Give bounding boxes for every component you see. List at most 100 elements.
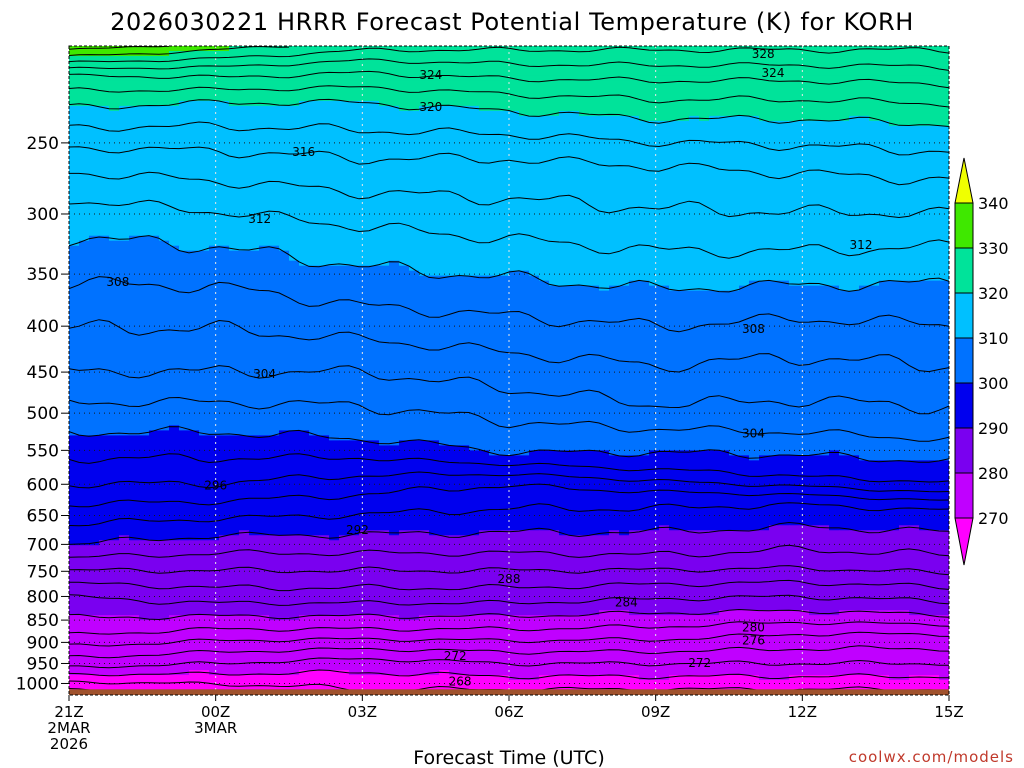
theta-cell: [319, 50, 330, 57]
theta-cell: [589, 240, 600, 247]
theta-cell: [259, 240, 270, 247]
theta-cell: [569, 140, 580, 147]
theta-cell: [449, 140, 460, 147]
theta-cell: [309, 325, 320, 332]
theta-cell: [819, 70, 830, 77]
theta-cell: [669, 70, 680, 77]
theta-cell: [929, 180, 940, 187]
theta-cell: [469, 110, 480, 117]
theta-cell: [189, 105, 200, 112]
theta-cell: [839, 65, 850, 72]
theta-cell: [129, 60, 140, 67]
theta-cell: [89, 175, 100, 182]
theta-cell: [349, 325, 360, 332]
theta-cell: [359, 105, 370, 112]
theta-cell: [219, 100, 230, 107]
theta-cell: [889, 280, 900, 287]
theta-cell: [649, 290, 660, 297]
theta-cell: [279, 280, 290, 287]
theta-cell: [459, 65, 470, 72]
theta-cell: [189, 170, 200, 177]
theta-cell: [509, 300, 520, 307]
theta-cell: [889, 140, 900, 147]
theta-cell: [529, 195, 540, 202]
theta-cell: [109, 155, 120, 162]
theta-cell: [739, 230, 750, 237]
theta-cell: [529, 135, 540, 142]
theta-cell: [179, 195, 190, 202]
theta-cell: [879, 150, 890, 157]
theta-cell: [69, 230, 80, 237]
theta-cell: [639, 85, 650, 92]
theta-cell: [199, 220, 210, 227]
theta-cell: [939, 120, 949, 127]
theta-cell: [429, 295, 440, 302]
theta-cell: [549, 250, 560, 257]
theta-cell: [399, 65, 410, 72]
theta-cell: [909, 46, 920, 52]
theta-cell: [729, 195, 740, 202]
theta-cell: [899, 55, 910, 62]
theta-cell: [289, 265, 300, 272]
theta-cell: [179, 110, 190, 117]
theta-cell: [569, 95, 580, 102]
theta-cell: [469, 70, 480, 77]
theta-cell: [99, 255, 110, 262]
theta-cell: [579, 185, 590, 192]
theta-cell: [579, 140, 590, 147]
theta-cell: [939, 290, 949, 297]
theta-cell: [469, 95, 480, 102]
theta-cell: [249, 205, 260, 212]
theta-cell: [659, 285, 670, 292]
theta-cell: [619, 260, 630, 267]
theta-cell: [489, 145, 500, 152]
theta-cell: [669, 105, 680, 112]
theta-cell: [119, 135, 130, 142]
theta-cell: [509, 230, 520, 237]
theta-cell: [229, 275, 240, 282]
theta-cell: [599, 180, 610, 187]
theta-cell: [139, 145, 150, 152]
theta-cell: [239, 205, 250, 212]
theta-cell: [379, 55, 390, 62]
theta-cell: [189, 85, 200, 92]
theta-cell: [639, 245, 650, 252]
theta-cell: [419, 150, 430, 157]
theta-cell: [579, 225, 590, 232]
theta-cell: [509, 105, 520, 112]
theta-cell: [89, 125, 100, 132]
theta-cell: [169, 235, 180, 242]
theta-cell: [609, 50, 620, 57]
theta-cell: [149, 250, 160, 257]
theta-cell: [799, 170, 810, 177]
theta-cell: [779, 165, 790, 172]
theta-cell: [509, 200, 520, 207]
theta-cell: [129, 135, 140, 142]
theta-cell: [559, 70, 570, 77]
theta-cell: [149, 95, 160, 102]
theta-cell: [699, 46, 710, 52]
theta-cell: [719, 295, 730, 302]
theta-cell: [319, 145, 330, 152]
theta-cell: [329, 205, 340, 212]
theta-cell: [209, 135, 220, 142]
theta-cell: [109, 225, 120, 232]
theta-cell: [699, 140, 710, 147]
theta-cell: [199, 135, 210, 142]
theta-cell: [699, 295, 710, 302]
theta-cell: [239, 46, 250, 52]
theta-cell: [139, 305, 150, 312]
theta-cell: [829, 255, 840, 262]
theta-cell: [339, 280, 350, 287]
theta-cell: [99, 240, 110, 247]
theta-cell: [589, 200, 600, 207]
theta-cell: [339, 120, 350, 127]
theta-cell: [459, 320, 470, 327]
theta-cell: [399, 280, 410, 287]
theta-cell: [599, 265, 610, 272]
theta-cell: [749, 315, 760, 322]
theta-cell: [149, 270, 160, 277]
theta-cell: [69, 140, 80, 147]
theta-cell: [799, 160, 810, 167]
theta-cell: [839, 90, 850, 97]
